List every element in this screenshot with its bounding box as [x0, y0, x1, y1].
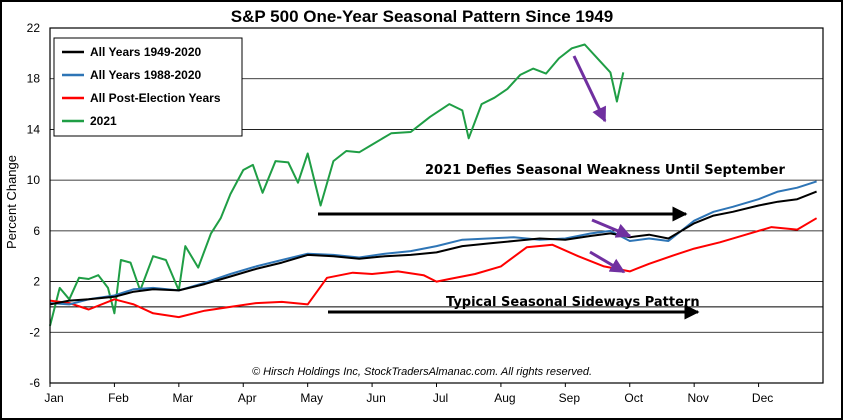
arrow-purple-low	[589, 250, 626, 274]
legend: All Years 1949-2020 All Years 1988-2020 Al…	[53, 37, 243, 137]
x-tick-label-apr: Apr	[238, 391, 257, 405]
legend-box	[53, 37, 243, 137]
x-tick-label-oct: Oct	[624, 391, 643, 405]
y-tick-label: 18	[27, 72, 41, 86]
tick-labels: -6 -2 2 6 10 14 18 22 Jan Feb Mar Apr May Jun Jul Aug Se…	[27, 21, 774, 405]
legend-label: 2021	[90, 114, 117, 128]
x-tick-label-nov: Nov	[687, 391, 708, 405]
legend-label: All Post-Election Years	[90, 91, 221, 105]
x-tick-label-jan: Jan	[44, 391, 63, 405]
annotation-sideways: Typical Seasonal Sideways Pattern	[446, 295, 700, 310]
series-line-all-years-1988-2020	[49, 180, 817, 306]
x-tick-label-jul: Jul	[433, 391, 448, 405]
y-tick-label: -6	[29, 376, 40, 390]
x-tick-label-feb: Feb	[108, 391, 129, 405]
x-tick-label-may: May	[300, 391, 323, 405]
x-tick-label-sep: Sep	[559, 391, 581, 405]
series-line-2021	[49, 43, 625, 327]
legend-label: All Years 1988-2020	[90, 68, 202, 82]
annotation-defies: 2021 Defies Seasonal Weakness Until Sept…	[425, 163, 785, 178]
x-tick-label-aug: Aug	[494, 391, 515, 405]
y-tick-label: -2	[29, 325, 40, 339]
legend-label: All Years 1949-2020	[90, 45, 202, 59]
chart-title: S&P 500 One-Year Seasonal Pattern Since …	[231, 7, 613, 26]
annotations: 2021 Defies Seasonal Weakness Until Sept…	[318, 55, 785, 320]
plot-frame	[49, 27, 824, 384]
series-lines	[49, 43, 818, 327]
y-tick-label: 10	[27, 173, 41, 187]
x-tick-label-jun: Jun	[366, 391, 385, 405]
x-tick-label-mar: Mar	[172, 391, 193, 405]
y-tick-label: 2	[33, 275, 40, 289]
x-tick-label-dec: Dec	[752, 391, 773, 405]
series-line-all-post-election-years	[49, 217, 818, 319]
series-line-all-years-1949-2020	[49, 190, 817, 306]
arrow-purple-top	[572, 55, 607, 123]
y-axis-label: Percent Change	[4, 155, 19, 249]
y-tick-label: 6	[33, 224, 40, 238]
arrow-purple-mid	[591, 218, 632, 238]
y-tick-label: 14	[27, 122, 41, 136]
copyright-notice: © Hirsch Holdings Inc, StockTradersAlman…	[252, 366, 592, 378]
y-tick-label: 22	[27, 21, 41, 35]
